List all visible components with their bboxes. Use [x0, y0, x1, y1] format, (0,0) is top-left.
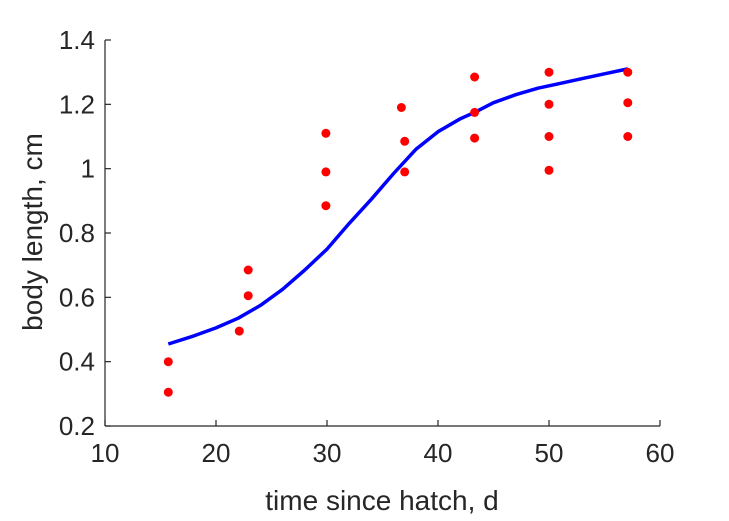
x-tick-label: 20 — [202, 438, 231, 468]
data-point — [243, 291, 253, 301]
data-point — [400, 167, 410, 177]
data-point — [623, 132, 633, 141]
data-point — [234, 326, 244, 336]
x-tick-label: 30 — [313, 438, 342, 468]
data-point — [544, 67, 554, 77]
x-tick-label: 60 — [646, 438, 675, 468]
x-tick-label: 10 — [91, 438, 120, 468]
y-tick-label: 1 — [81, 154, 95, 184]
y-tick-label: 1.2 — [59, 89, 95, 119]
y-tick-label: 1.4 — [59, 25, 95, 55]
data-point — [321, 128, 331, 138]
data-point — [544, 165, 554, 175]
data-point — [470, 72, 480, 82]
y-tick-label: 0.8 — [59, 218, 95, 248]
data-point — [544, 99, 554, 109]
data-point — [470, 133, 480, 143]
data-point — [321, 167, 331, 177]
x-tick-label: 50 — [535, 438, 564, 468]
data-point — [243, 265, 253, 275]
fit-line — [167, 67, 629, 346]
data-point — [623, 67, 633, 77]
y-tick-label: 0.2 — [59, 411, 95, 441]
x-tick-label: 40 — [424, 438, 453, 468]
data-point — [544, 132, 554, 141]
y-tick-label: 0.6 — [59, 282, 95, 312]
data-point — [163, 387, 173, 397]
data-point — [396, 103, 406, 112]
tick-labels: 10 20 30 40 50 60 0.2 0.4 0.6 0.8 1 1.2 1.4 — [59, 25, 675, 468]
axes — [104, 40, 660, 427]
y-axis-label: body length, cm — [17, 133, 48, 331]
data-point — [470, 107, 480, 117]
y-tick-label: 0.4 — [59, 347, 95, 377]
data-point — [623, 98, 633, 108]
x-axis-label: time since hatch, d — [265, 485, 498, 516]
tick-marks — [104, 39, 661, 427]
data-point — [400, 136, 410, 146]
data-point — [321, 201, 331, 211]
data-point — [163, 357, 173, 367]
plot-area — [163, 67, 633, 397]
